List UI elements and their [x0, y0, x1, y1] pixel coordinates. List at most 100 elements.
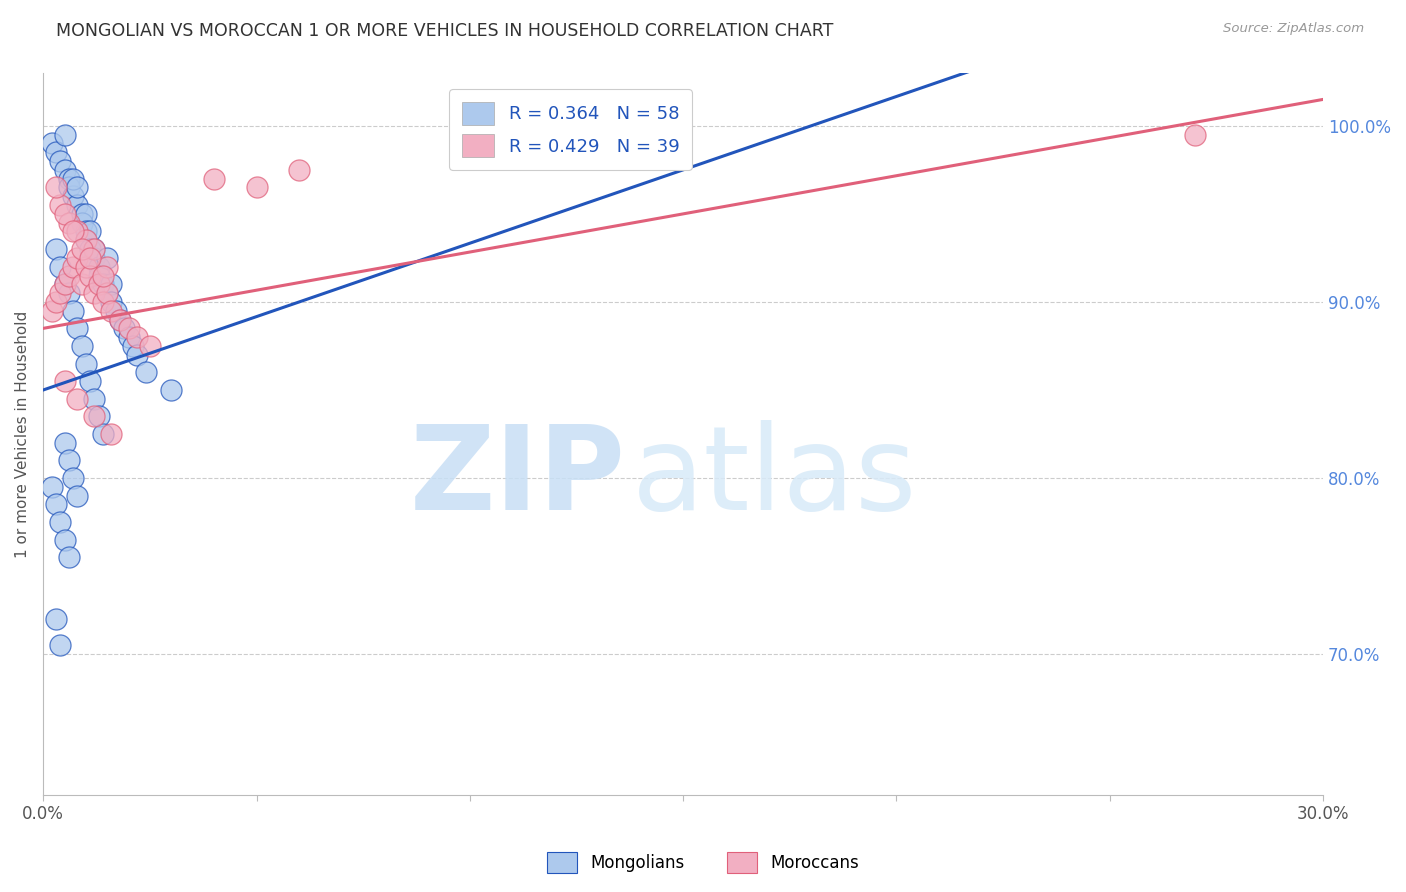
Point — [62, 225, 84, 239]
Point — [135, 365, 157, 379]
Point — [58, 171, 80, 186]
Point — [62, 303, 84, 318]
Point — [75, 357, 97, 371]
Point — [70, 216, 93, 230]
Point — [49, 260, 72, 274]
Point — [96, 260, 118, 274]
Point — [117, 330, 139, 344]
Point — [53, 162, 76, 177]
Point — [91, 294, 114, 309]
Text: atlas: atlas — [631, 420, 917, 535]
Point — [91, 427, 114, 442]
Point — [58, 453, 80, 467]
Text: ZIP: ZIP — [409, 420, 626, 535]
Point — [49, 639, 72, 653]
Point — [96, 286, 118, 301]
Point — [66, 251, 89, 265]
Point — [49, 515, 72, 529]
Point — [75, 225, 97, 239]
Point — [62, 260, 84, 274]
Point — [1184, 128, 1206, 142]
Point — [121, 339, 143, 353]
Point — [66, 180, 89, 194]
Point — [49, 154, 72, 169]
Point — [75, 233, 97, 247]
Point — [58, 180, 80, 194]
Point — [70, 242, 93, 256]
Point — [108, 312, 131, 326]
Point — [91, 277, 114, 292]
Point — [125, 330, 148, 344]
Point — [288, 162, 311, 177]
Point — [83, 242, 105, 256]
Point — [62, 189, 84, 203]
Point — [53, 374, 76, 388]
Point — [66, 225, 89, 239]
Point — [75, 233, 97, 247]
Point — [58, 286, 80, 301]
Point — [83, 251, 105, 265]
Point — [245, 180, 267, 194]
Point — [202, 171, 225, 186]
Point — [79, 374, 101, 388]
Point — [49, 198, 72, 212]
Point — [91, 268, 114, 283]
Point — [41, 480, 63, 494]
Legend: R = 0.364   N = 58, R = 0.429   N = 39: R = 0.364 N = 58, R = 0.429 N = 39 — [449, 89, 692, 170]
Point — [53, 533, 76, 547]
Point — [87, 268, 110, 283]
Point — [100, 277, 122, 292]
Point — [79, 242, 101, 256]
Point — [66, 198, 89, 212]
Point — [112, 321, 135, 335]
Point — [75, 260, 97, 274]
Point — [87, 409, 110, 424]
Point — [108, 312, 131, 326]
Point — [83, 242, 105, 256]
Point — [100, 427, 122, 442]
Point — [100, 294, 122, 309]
Point — [45, 294, 67, 309]
Point — [139, 339, 162, 353]
Point — [87, 260, 110, 274]
Point — [96, 251, 118, 265]
Point — [58, 216, 80, 230]
Point — [104, 303, 127, 318]
Point — [41, 303, 63, 318]
Point — [117, 321, 139, 335]
Point — [53, 435, 76, 450]
Point — [75, 207, 97, 221]
Point — [125, 348, 148, 362]
Point — [79, 225, 101, 239]
Point — [66, 392, 89, 406]
Point — [70, 277, 93, 292]
Point — [45, 145, 67, 160]
Point — [79, 251, 101, 265]
Y-axis label: 1 or more Vehicles in Household: 1 or more Vehicles in Household — [15, 310, 30, 558]
Point — [160, 383, 183, 397]
Point — [100, 303, 122, 318]
Point — [62, 471, 84, 485]
Point — [66, 321, 89, 335]
Point — [66, 489, 89, 503]
Legend: Mongolians, Moroccans: Mongolians, Moroccans — [541, 846, 865, 880]
Point — [70, 339, 93, 353]
Point — [45, 612, 67, 626]
Point — [70, 207, 93, 221]
Point — [79, 268, 101, 283]
Point — [53, 128, 76, 142]
Point — [58, 268, 80, 283]
Point — [87, 277, 110, 292]
Point — [53, 207, 76, 221]
Point — [83, 409, 105, 424]
Point — [58, 550, 80, 565]
Text: Source: ZipAtlas.com: Source: ZipAtlas.com — [1223, 22, 1364, 36]
Text: MONGOLIAN VS MOROCCAN 1 OR MORE VEHICLES IN HOUSEHOLD CORRELATION CHART: MONGOLIAN VS MOROCCAN 1 OR MORE VEHICLES… — [56, 22, 834, 40]
Point — [53, 277, 76, 292]
Point — [45, 498, 67, 512]
Point — [96, 286, 118, 301]
Point — [83, 392, 105, 406]
Point — [53, 277, 76, 292]
Point — [45, 242, 67, 256]
Point — [45, 180, 67, 194]
